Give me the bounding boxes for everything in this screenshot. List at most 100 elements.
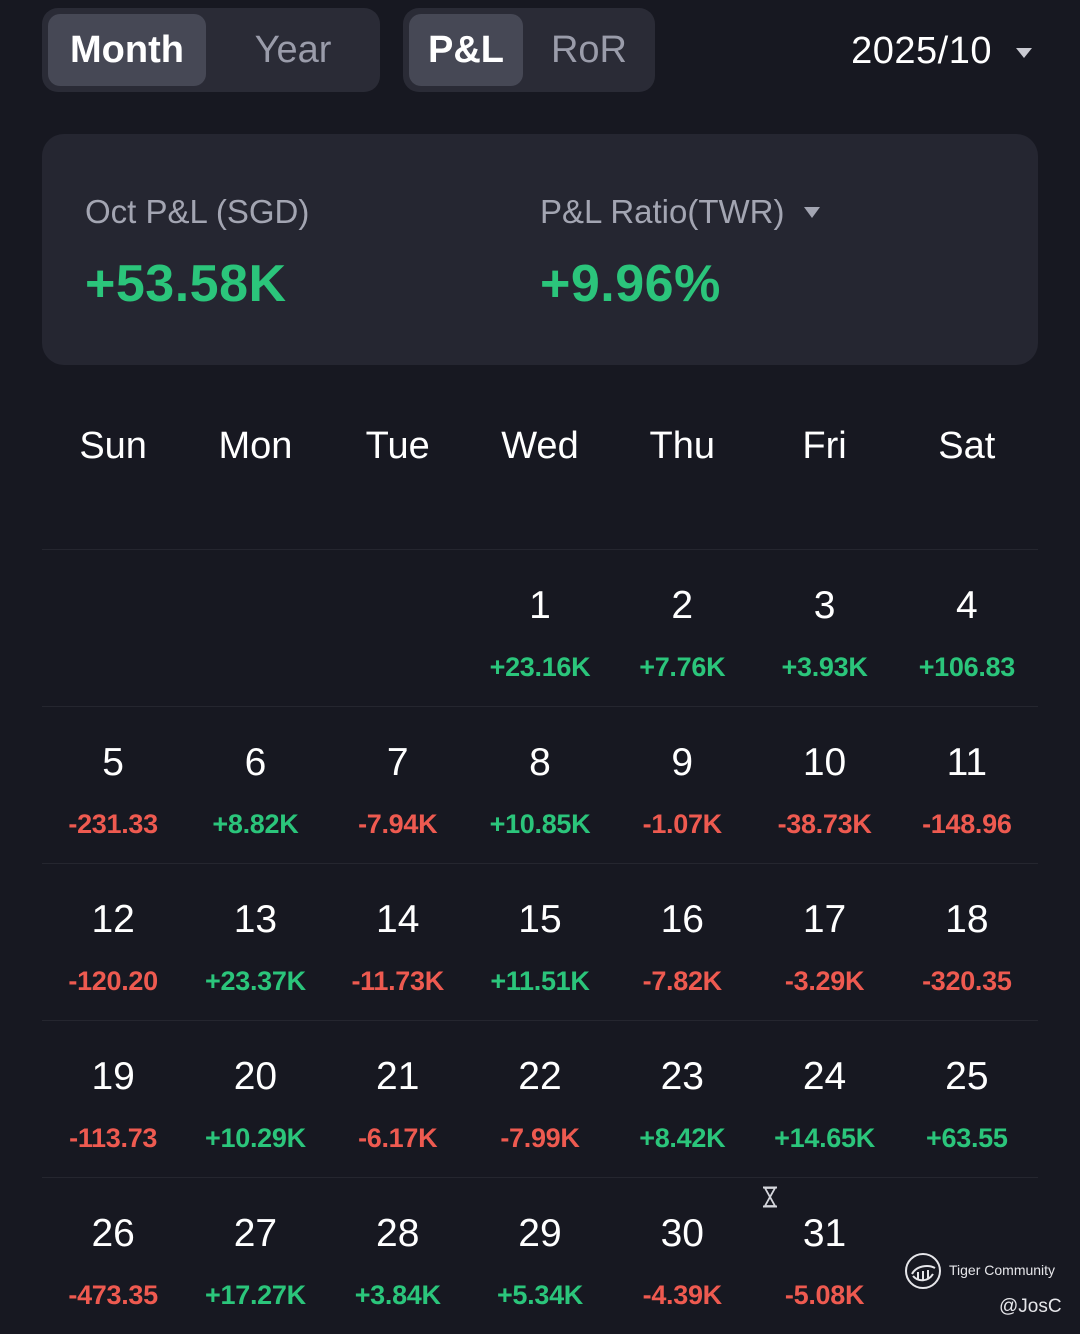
tab-pnl[interactable]: P&L — [409, 14, 523, 86]
calendar-day-cell[interactable]: 18 -320.35 — [896, 864, 1038, 1020]
calendar-week-row: 26 -473.35 27 +17.27K 28 +3.84K 29 +5.34K 30 -4.3… — [42, 1177, 1038, 1334]
daily-pnl-value: +23.16K — [489, 652, 591, 682]
calendar-day-number: 30 — [660, 1212, 704, 1255]
weekday-label: Sat — [938, 425, 996, 467]
tab-ror[interactable]: RoR — [550, 29, 628, 71]
calendar-day-cell[interactable]: 14 -11.73K — [327, 864, 469, 1020]
calendar-day-cell[interactable]: 19 -113.73 — [42, 1021, 184, 1177]
calendar-day-cell[interactable]: 6 +8.82K — [184, 707, 326, 863]
pnl-ratio-selector[interactable]: P&L Ratio(TWR) — [540, 192, 821, 232]
calendar-day-number: 6 — [244, 741, 267, 784]
calendar-day-number: 7 — [386, 741, 409, 784]
weekday-label: Fri — [802, 425, 847, 467]
calendar-day-number: 9 — [671, 741, 694, 784]
weekday-label: Wed — [501, 425, 579, 467]
calendar-day-cell[interactable]: 12 -120.20 — [42, 864, 184, 1020]
calendar-week-row: 1 +23.16K 2 +7.76K 3 +3.93K 4 +106.83 — [42, 549, 1038, 706]
calendar-day-number: 2 — [671, 584, 694, 627]
calendar-day-number: 24 — [802, 1055, 847, 1098]
pnl-ratio-label: P&L Ratio(TWR) — [540, 193, 785, 230]
daily-pnl-value: -38.73K — [777, 809, 872, 839]
calendar-day-cell[interactable]: 25 +63.55 — [896, 1021, 1038, 1177]
selected-month: 2025/10 — [851, 29, 992, 72]
calendar-day-number: 17 — [802, 898, 847, 941]
caret-down-icon[interactable] — [804, 206, 821, 218]
period-toggle: Month Year — [42, 8, 380, 92]
calendar-day-cell[interactable]: 4 +106.83 — [896, 550, 1038, 706]
calendar-day-cell[interactable]: 3 +3.93K — [753, 550, 895, 706]
daily-pnl-value: -5.08K — [784, 1280, 865, 1310]
calendar-day-cell[interactable]: 29 +5.34K — [469, 1178, 611, 1334]
calendar-day-number: 21 — [376, 1055, 420, 1098]
calendar-day-cell[interactable]: 11 -148.96 — [896, 707, 1038, 863]
daily-pnl-value: -113.73 — [69, 1123, 158, 1153]
calendar-day-number: 18 — [945, 898, 989, 941]
daily-pnl-value: -120.20 — [68, 966, 158, 996]
calendar-day-cell[interactable]: 10 -38.73K — [753, 707, 895, 863]
tab-month[interactable]: Month — [48, 14, 206, 86]
daily-pnl-value: +106.83 — [918, 652, 1016, 682]
calendar-day-number: 26 — [91, 1212, 135, 1255]
pnl-ratio-value: +9.96% — [540, 255, 721, 313]
daily-pnl-value: -6.17K — [358, 1123, 438, 1153]
calendar-day-cell[interactable]: 23 +8.42K — [611, 1021, 753, 1177]
hourglass-icon — [763, 1186, 778, 1208]
calendar-day-cell[interactable]: 24 +14.65K — [753, 1021, 895, 1177]
calendar-day-number: 29 — [518, 1212, 562, 1255]
calendar-week-row: 12 -120.20 13 +23.37K 14 -11.73K 15 +11.51K 16 -7… — [42, 863, 1038, 1020]
calendar-day-cell[interactable]: 9 -1.07K — [611, 707, 753, 863]
daily-pnl-value: +23.37K — [205, 966, 306, 996]
daily-pnl-value: +14.65K — [774, 1123, 875, 1153]
calendar-day-cell[interactable]: 31 -5.08K — [753, 1178, 895, 1334]
calendar-day-number: 13 — [233, 898, 278, 941]
watermark: Tiger Community @JosC — [904, 1252, 1074, 1324]
tab-year[interactable]: Year — [254, 29, 332, 71]
calendar-day-cell[interactable]: 2 +7.76K — [611, 550, 753, 706]
monthly-pnl-value: +53.58K — [85, 255, 287, 313]
calendar-day-number: 31 — [802, 1212, 847, 1255]
daily-pnl-value: +8.42K — [639, 1123, 726, 1153]
weekday-label: Sun — [79, 425, 147, 467]
calendar-day-number: 11 — [946, 741, 988, 784]
calendar-day-cell[interactable]: 30 -4.39K — [611, 1178, 753, 1334]
calendar-day-number: 5 — [102, 741, 124, 784]
calendar-day-number: 27 — [233, 1212, 278, 1255]
calendar-day-number: 16 — [660, 898, 704, 941]
watermark-brand: Tiger Community — [949, 1262, 1056, 1278]
calendar-day-cell[interactable]: 1 +23.16K — [469, 550, 611, 706]
calendar-day-cell[interactable]: 8 +10.85K — [469, 707, 611, 863]
weekday-label: Thu — [649, 425, 715, 467]
calendar-day-cell[interactable]: 26 -473.35 — [42, 1178, 184, 1334]
daily-pnl-value: -11.73K — [351, 966, 444, 996]
daily-pnl-value: -473.35 — [68, 1280, 158, 1310]
daily-pnl-value: +7.76K — [639, 652, 726, 682]
calendar-week-row: 19 -113.73 20 +10.29K 21 -6.17K 22 -7.99K 23 +8.4… — [42, 1020, 1038, 1177]
calendar-day-number: 15 — [518, 898, 562, 941]
weekday-label: Mon — [218, 425, 293, 467]
calendar-day-cell[interactable]: 16 -7.82K — [611, 864, 753, 1020]
calendar-day-cell[interactable]: 17 -3.29K — [753, 864, 895, 1020]
watermark-handle: @JosC — [999, 1296, 1062, 1317]
calendar-day-cell[interactable]: 22 -7.99K — [469, 1021, 611, 1177]
calendar-day-cell[interactable]: 5 -231.33 — [42, 707, 184, 863]
calendar-day-number: 10 — [802, 741, 847, 784]
calendar-day-cell[interactable]: 20 +10.29K — [184, 1021, 326, 1177]
calendar-day-cell[interactable]: 21 -6.17K — [327, 1021, 469, 1177]
metric-toggle: P&L RoR — [403, 8, 655, 92]
daily-pnl-value: -4.39K — [642, 1280, 723, 1310]
month-selector[interactable]: 2025/10 — [851, 20, 1032, 82]
calendar-day-number: 23 — [660, 1055, 704, 1098]
calendar-day-cell[interactable]: 15 +11.51K — [469, 864, 611, 1020]
daily-pnl-value: +11.51K — [490, 966, 590, 996]
calendar-day-cell[interactable]: 13 +23.37K — [184, 864, 326, 1020]
calendar-grid: 1 +23.16K 2 +7.76K 3 +3.93K 4 +106.83 5 -231.33 6 +… — [42, 549, 1038, 1334]
calendar-day-cell[interactable]: 28 +3.84K — [327, 1178, 469, 1334]
calendar-day-cell[interactable]: 7 -7.94K — [327, 707, 469, 863]
monthly-pnl-block: Oct P&L (SGD) +53.58K — [85, 192, 309, 314]
daily-pnl-value: +3.93K — [781, 652, 868, 682]
calendar-day-cell[interactable]: 27 +17.27K — [184, 1178, 326, 1334]
daily-pnl-value: +5.34K — [496, 1280, 583, 1310]
daily-pnl-value: -7.99K — [500, 1123, 580, 1153]
calendar-day-number: 12 — [91, 898, 135, 941]
daily-pnl-value: -7.82K — [642, 966, 723, 996]
